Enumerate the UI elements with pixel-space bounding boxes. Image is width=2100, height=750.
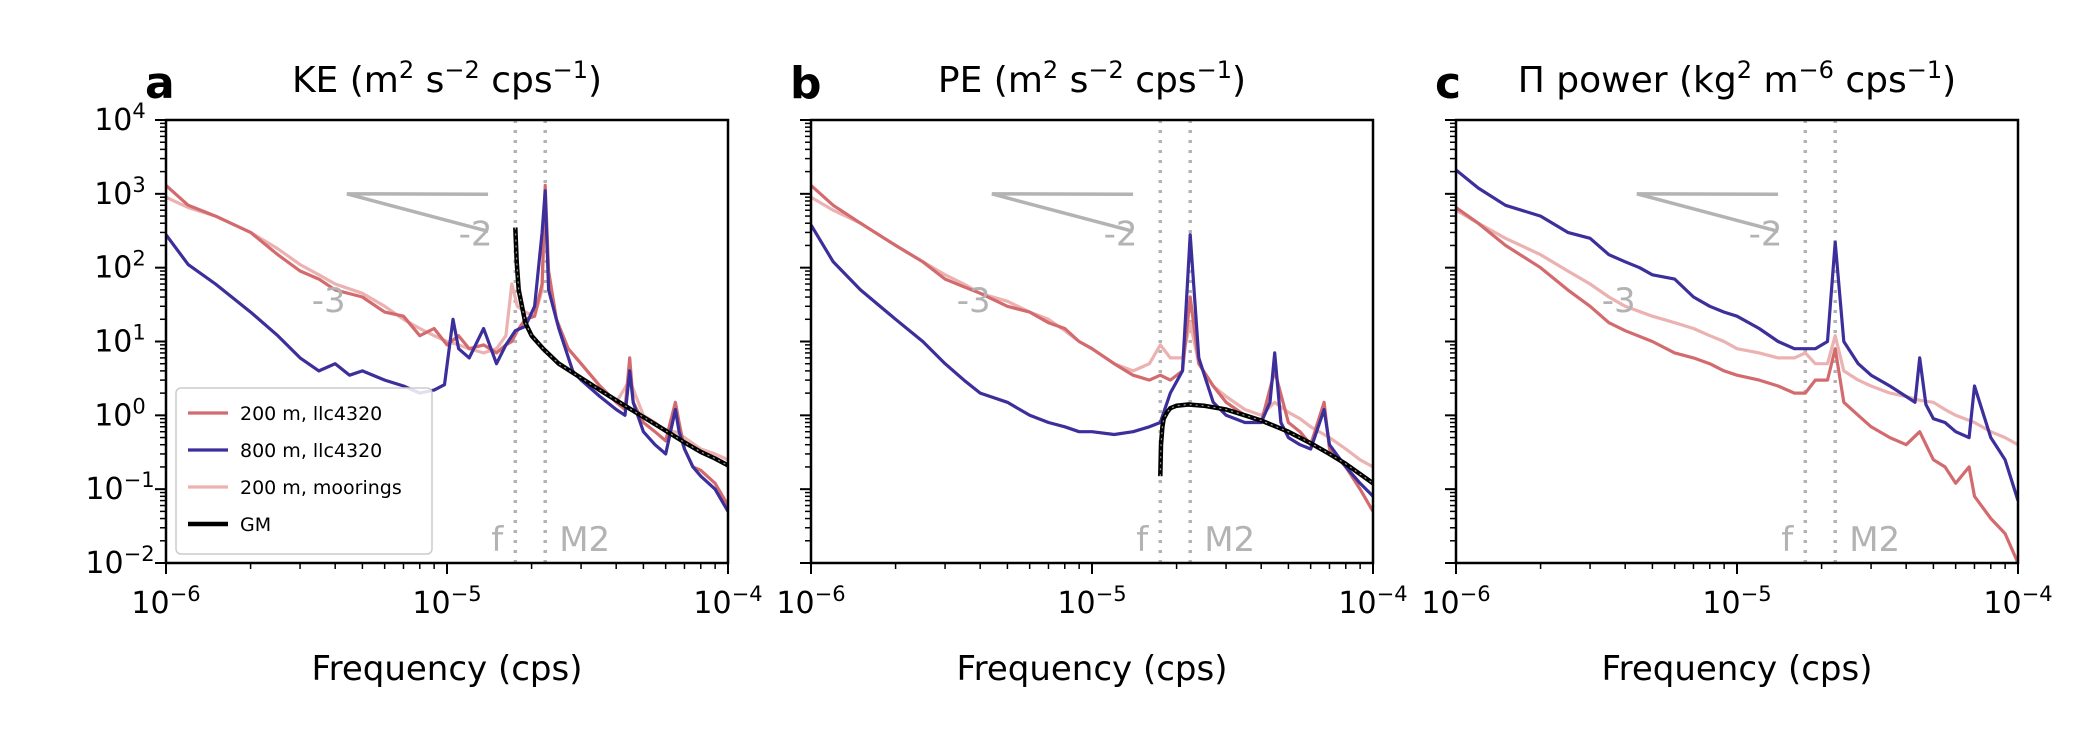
slope-minus3-label: -3: [1602, 281, 1636, 321]
y-tick-label: 103: [94, 173, 146, 212]
series-line-moor: [1456, 208, 2018, 447]
slope-minus2-label: -2: [1104, 214, 1138, 254]
f-label: f: [1781, 520, 1794, 560]
legend: 200 m, llc4320 800 m, llc4320 200 m, moori…: [175, 387, 433, 555]
m2-label: M2: [1204, 520, 1255, 560]
y-tick-label: 101: [94, 321, 146, 360]
plot-area: [811, 120, 1373, 563]
slope-minus2-label: -2: [459, 214, 493, 254]
x-axis-title: Frequency (cps): [312, 649, 583, 689]
series-line-s800: [1456, 168, 2018, 502]
x-axis-title: Frequency (cps): [1602, 649, 1873, 689]
axes-frame: [809, 118, 1375, 565]
x-tick-label: 10−4: [693, 582, 762, 621]
slope-minus3-line: [1636, 192, 1779, 234]
series-line-s800: [811, 224, 1373, 498]
plot-area: [166, 120, 728, 563]
y-tick-label: 10−1: [85, 468, 154, 507]
panel-b: b PE (m2 s−2 cps−1) 10−6 10−5 10−4 Frequency …: [776, 56, 1407, 689]
x-tick-label: 10−4: [1338, 582, 1407, 621]
series-gm-highlight: [1159, 403, 1373, 484]
f-label: f: [491, 520, 504, 560]
legend-label-moor: 200 m, moorings: [240, 477, 402, 499]
x-axis-title: Frequency (cps): [957, 649, 1228, 689]
legend-label-s800: 800 m, llc4320: [240, 440, 382, 462]
panel-title: KE (m2 s−2 cps−1): [292, 56, 602, 101]
x-tick-label: 10−5: [1702, 582, 1771, 621]
y-tick-label: 102: [94, 247, 146, 286]
panel-letter: a: [145, 58, 175, 109]
legend-label-gm: GM: [240, 514, 271, 536]
series-gm-highlight: [514, 227, 728, 466]
x-tick-label: 10−6: [776, 582, 845, 621]
panel-title: PE (m2 s−2 cps−1): [938, 56, 1246, 101]
x-tick-label: 10−5: [412, 582, 481, 621]
axes-frame: [164, 118, 730, 565]
slope-minus3-line: [991, 192, 1134, 234]
m2-label: M2: [559, 520, 610, 560]
x-tick-label: 10−6: [1421, 582, 1490, 621]
slope-minus3-line: [346, 192, 489, 234]
y-tick-label: 104: [94, 99, 146, 138]
x-tick-label: 10−5: [1057, 582, 1126, 621]
y-tick-label: 100: [94, 394, 146, 433]
axes-frame: [1454, 118, 2020, 565]
panel-title: Π power (kg2 m−6 cps−1): [1518, 56, 1956, 101]
y-tick-label: 10−2: [85, 542, 154, 581]
slope-minus3-label: -3: [312, 281, 346, 321]
legend-label-s200: 200 m, llc4320: [240, 403, 382, 425]
f-label: f: [1136, 520, 1149, 560]
panel-c: c Π power (kg2 m−6 cps−1) 10−6 10−5 10−4 Freq…: [1421, 56, 2052, 689]
x-tick-label: 10−4: [1983, 582, 2052, 621]
panel-letter: c: [1435, 58, 1461, 109]
series-line-moor: [811, 195, 1373, 469]
plot-area: [1456, 120, 2018, 563]
x-tick-label: 10−6: [131, 582, 200, 621]
slope-minus3-label: -3: [957, 281, 991, 321]
series-line-s200: [811, 184, 1373, 513]
slope-minus2-label: -2: [1749, 214, 1783, 254]
panel-letter: b: [790, 58, 822, 109]
legend-box: [175, 387, 433, 555]
panel-a: a KE (m2 s−2 cps−1) 10−6 10−5 10−4 104 103 102 1…: [85, 56, 762, 689]
m2-label: M2: [1849, 520, 1900, 560]
series-line-s200: [1456, 206, 2018, 563]
